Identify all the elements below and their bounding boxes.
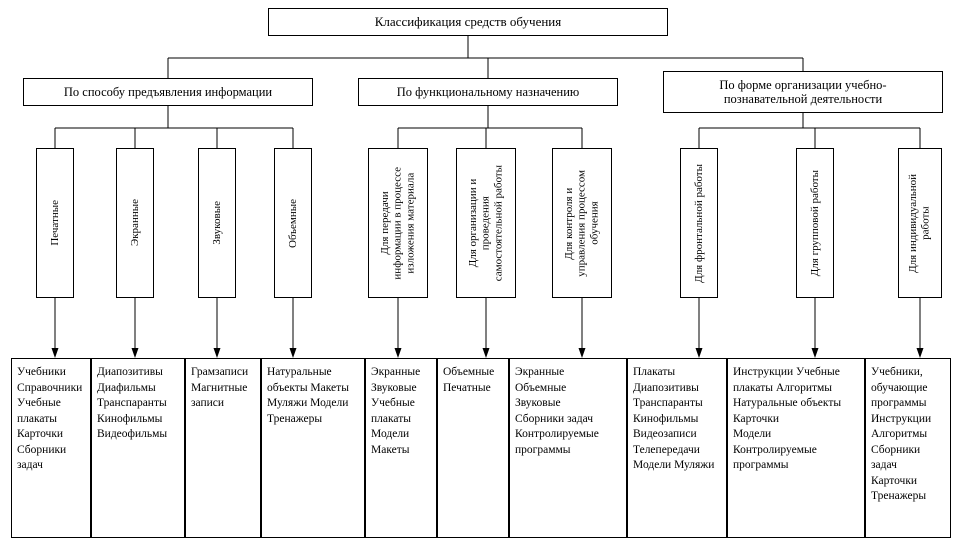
leaf-node: ЭкранныеЗвуковыеУчебныеплакатыМоделиМаке…: [365, 358, 437, 538]
subcategory-label: Для групповой работы: [809, 170, 822, 276]
subcategory-label: Объемные: [287, 199, 300, 248]
subcategory-label: Для фронтальной работы: [693, 164, 706, 283]
subcategory-label: Для организации и проведения самостоятел…: [467, 165, 505, 281]
root-node: Классификация средств обучения: [268, 8, 668, 36]
subcategory-node: Для организации и проведения самостоятел…: [456, 148, 516, 298]
subcategory-node: Для групповой работы: [796, 148, 834, 298]
leaf-node: Инструкции Учебныеплакаты АлгоритмыНатур…: [727, 358, 865, 538]
subcategory-label: Печатные: [49, 200, 62, 246]
subcategory-node: Для передачи информации в процессе излож…: [368, 148, 428, 298]
subcategory-label: Экранные: [129, 199, 142, 246]
subcategory-label: Для индивидуальной работы: [907, 174, 932, 273]
leaf-node: ГрамзаписиМагнитныезаписи: [185, 358, 261, 538]
leaf-node: ЭкранныеОбъемныеЗвуковыеСборники задачКо…: [509, 358, 627, 538]
subcategory-label: Звуковые: [211, 201, 224, 245]
subcategory-node: Объемные: [274, 148, 312, 298]
category-node: По форме организации учебно- познаватель…: [663, 71, 943, 113]
leaf-node: ДиапозитивыДиафильмыТранспарантыКинофиль…: [91, 358, 185, 538]
subcategory-node: Экранные: [116, 148, 154, 298]
leaf-node: УчебникиСправочникиУчебныеплакатыКарточк…: [11, 358, 91, 538]
diagram-canvas: Классификация средств обучения По способу…: [8, 8, 954, 541]
category-node: По способу предъявления информации: [23, 78, 313, 106]
subcategory-node: Для фронтальной работы: [680, 148, 718, 298]
category-node: По функциональному назначению: [358, 78, 618, 106]
subcategory-label: Для передачи информации в процессе излож…: [379, 167, 417, 280]
leaf-node: ОбъемныеПечатные: [437, 358, 509, 538]
subcategory-node: Звуковые: [198, 148, 236, 298]
subcategory-label: Для контроля и управления процессом обуч…: [563, 170, 601, 277]
leaf-node: ПлакатыДиапозитивыТранспарантыКинофильмы…: [627, 358, 727, 538]
leaf-node: Натуральныеобъекты МакетыМуляжи МоделиТр…: [261, 358, 365, 538]
subcategory-node: Для индивидуальной работы: [898, 148, 942, 298]
subcategory-node: Печатные: [36, 148, 74, 298]
leaf-node: Учебники,обучающиепрограммыИнструкцииАлг…: [865, 358, 951, 538]
subcategory-node: Для контроля и управления процессом обуч…: [552, 148, 612, 298]
